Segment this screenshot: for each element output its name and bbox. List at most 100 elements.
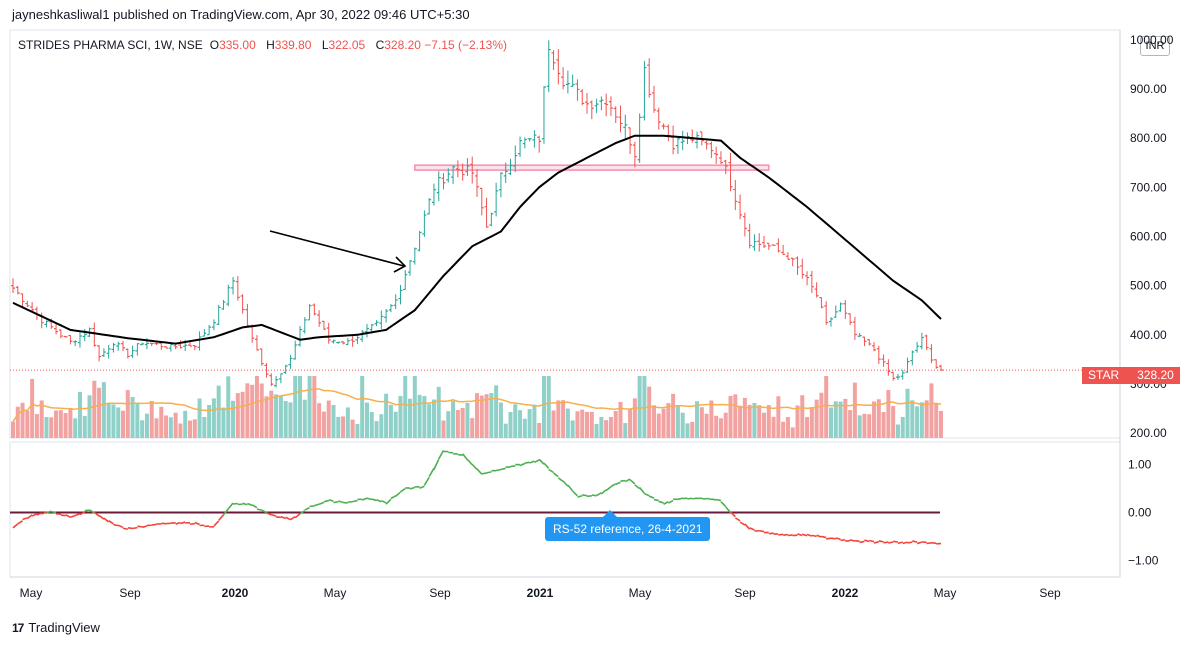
open-value: 335.00 [219, 38, 256, 52]
volume-bar [264, 396, 269, 438]
volume-bar [809, 407, 814, 438]
volume-bar [738, 405, 743, 438]
volume-bar [661, 408, 666, 438]
volume-bar [934, 403, 939, 438]
volume-bar [690, 421, 695, 438]
rs-segment [667, 499, 674, 504]
rs-segment [802, 533, 808, 537]
sma-polyline [12, 134, 942, 345]
rs-segment [17, 520, 23, 525]
rs-segment [902, 541, 908, 545]
rs-segment [510, 465, 516, 468]
volume-bar [403, 376, 408, 438]
volume-bar [895, 424, 900, 438]
volume-bar [379, 414, 384, 438]
currency-button[interactable]: INR [1140, 36, 1170, 56]
time-tick-label: Sep [429, 586, 451, 600]
rs-segment [634, 484, 641, 490]
rs-segment [70, 514, 76, 518]
rs-segment [605, 486, 612, 492]
volume-bar [231, 400, 236, 438]
rs-segment [333, 500, 339, 504]
rs-segment [562, 480, 569, 487]
volume-bar [364, 402, 369, 438]
rs-segment [89, 509, 95, 514]
volume-bar [278, 395, 283, 438]
volume-bar [436, 386, 441, 438]
volume-bar [307, 376, 312, 438]
volume-bar [852, 382, 857, 438]
volume-bar [298, 376, 303, 438]
volume-bar [58, 410, 63, 438]
volume-bar [130, 397, 135, 438]
volume-ma-line [12, 388, 942, 423]
rs-segment [65, 514, 71, 518]
volume-bar [77, 391, 82, 438]
volume-bar [695, 401, 700, 438]
rs-segment [495, 468, 502, 472]
volume-bar [637, 376, 642, 438]
volume-bar [374, 421, 379, 438]
rs-segment [41, 511, 47, 515]
volume-bar [417, 394, 422, 438]
rs-segment [878, 540, 884, 543]
volume-bar [561, 400, 566, 438]
rs-segment [692, 497, 698, 500]
volume-bar [11, 421, 15, 438]
rs-segment [821, 535, 827, 539]
volume-bar [546, 376, 551, 438]
volume-bar [49, 417, 54, 438]
rs-segment [84, 509, 90, 512]
volume-bar [608, 417, 613, 438]
rs-segment [242, 502, 248, 506]
rs-segment [433, 459, 440, 470]
low-label: L [321, 38, 329, 52]
rs-pane-frame [9, 441, 1121, 578]
rs-segment [600, 489, 607, 495]
rs-segment [36, 512, 43, 516]
volume-bar [183, 410, 188, 438]
rs-segment [222, 508, 229, 516]
volume-bar [154, 418, 159, 438]
rs-segment [60, 514, 66, 517]
rs-segment [811, 534, 817, 538]
rs-segment [783, 533, 789, 537]
rs-reference-tag: RS-52 reference, 26-4-2021 [545, 510, 711, 541]
rs-segment [247, 502, 253, 507]
rs-segment [534, 459, 540, 463]
rs-segment [194, 521, 200, 526]
volume-bar [532, 404, 537, 438]
volume-bar [87, 395, 92, 438]
rs-segment [806, 533, 813, 537]
volume-bar [828, 407, 833, 438]
rs-segment [141, 525, 148, 529]
rs-segment [361, 497, 368, 501]
volume-bar [762, 412, 767, 438]
volume-bar [345, 407, 350, 438]
rs-tick-label: 1.00 [1128, 458, 1152, 472]
volume-bar [580, 409, 585, 438]
tradingview-logo[interactable]: 17 TradingView [12, 620, 100, 635]
rs-segment [299, 510, 306, 515]
volume-bar [216, 385, 221, 438]
rs-segment [706, 497, 712, 501]
volume-bar [666, 403, 671, 438]
volume-bar [30, 378, 35, 438]
volume-bar [513, 404, 518, 438]
volume-bar [671, 393, 676, 438]
volume-bar [68, 409, 73, 438]
rs-segment [108, 520, 114, 525]
rs-segment [12, 523, 19, 529]
rs-segment [720, 501, 727, 508]
volume-bar [317, 403, 322, 438]
rs-segment [663, 501, 669, 505]
time-tick-label: May [934, 586, 957, 600]
rs-segment [845, 539, 851, 542]
volume-bar [187, 420, 192, 438]
volume-bar [623, 423, 628, 438]
volume-bar [441, 420, 446, 438]
volume-bar [915, 406, 920, 438]
volume-bar [288, 402, 293, 438]
rs-segment [471, 463, 478, 471]
